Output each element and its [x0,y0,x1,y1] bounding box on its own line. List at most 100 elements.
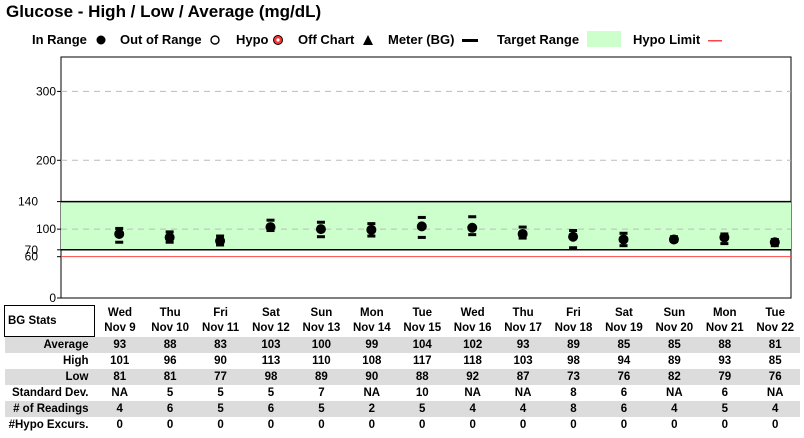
average-point [215,235,226,246]
day-date: Nov 11 [202,322,240,334]
table-cell: 5 [166,387,174,399]
table-cell: NA [464,387,481,399]
table-cell: 4 [94,401,145,417]
table-cell: 90 [214,355,227,367]
table-cell: 5 [296,401,347,417]
table-cell: 89 [548,336,599,353]
average-point [769,237,780,248]
low-reading-dash [720,242,729,246]
table-cell: 113 [261,355,281,367]
meter-dash-icon [462,39,478,42]
day-header: Sun Nov 20 [649,306,699,337]
table-cell: 102 [447,336,498,353]
day-name: Wed [107,307,132,319]
table-cell: 89 [296,369,347,385]
table-cell: 88 [397,369,448,385]
day-header: Thu Nov 10 [145,306,195,337]
table-row: Average 93 88 83 103 100 99 104 102 93 89 85 85 88 81 [4,336,801,353]
day-name: Sun [310,307,333,319]
table-cell: 5 [217,387,224,399]
legend-in-range-label: In Range [32,32,87,47]
high-reading-dash [115,226,124,230]
table-cell: 81 [749,336,801,353]
table-cell: 83 [195,336,246,353]
average-point [366,224,377,235]
day-name: Thu [512,307,534,319]
row-label: #Hypo Excurs. [8,419,89,431]
low-reading-dash [417,235,426,239]
table-cell: 110 [312,355,331,367]
row-label: # of Readings [4,401,95,417]
table-cell: 0 [469,419,476,431]
day-name: Fri [213,307,228,319]
table-cell: 104 [397,336,448,353]
legend-hypo-limit-label: Hypo Limit [633,32,701,47]
average-point [618,234,629,245]
table-cell: 0 [267,419,275,431]
table-cell: 0 [721,419,728,431]
table-cell: 76 [749,369,801,385]
legend-off-chart-label: Off Chart [298,32,355,47]
table-cell: 98 [567,355,580,367]
high-reading-dash [266,218,275,222]
y-tick-label: 140 [18,195,38,209]
table-cell: 5 [397,401,448,417]
table-cell: 103 [513,355,533,367]
low-reading-dash [619,244,628,248]
legend-meter-label: Meter (BG) [388,32,455,47]
day-date: Nov 19 [605,322,643,334]
average-point [517,228,528,239]
day-name: Mon [360,307,384,319]
row-label: High [62,355,89,367]
day-header: Wed Nov 16 [447,306,497,337]
open-circle-icon [210,35,220,45]
table-cell: 0 [671,419,678,431]
legend-target-range-label: Target Range [497,32,580,47]
day-name: Thu [159,307,181,319]
table-cell: 6 [598,401,650,417]
table-cell: 108 [362,355,382,367]
hypo-limit-line-icon [708,40,722,42]
table-cell: 76 [598,369,650,385]
table-cell: 77 [195,369,246,385]
day-date: Nov 9 [104,322,136,334]
table-cell: 117 [412,355,432,367]
table-cell: 2 [346,401,398,417]
day-header: Sat Nov 12 [246,306,296,337]
day-name: Sat [614,307,633,319]
legend-hypo-label: Hypo [236,32,269,47]
day-header: Fri Nov 18 [548,306,598,337]
table-row: High 101 96 90 113 110 108 117 118 103 98 94 89 93 85 [5,353,801,369]
average-point [719,232,730,243]
high-reading-dash [165,230,174,234]
table-cell: 85 [768,355,782,367]
day-header: Mon Nov 21 [700,306,750,337]
table-cell: 4 [447,401,498,417]
hypo-circle-icon [273,35,283,45]
table-cell: 88 [699,336,750,353]
table-cell: 87 [497,369,549,385]
table-cell: 4 [749,401,801,417]
day-header: Wed Nov 9 [95,306,145,337]
day-date: Nov 20 [655,322,694,334]
average-point [114,228,125,239]
table-cell: 92 [447,369,498,385]
table-cell: 0 [116,419,123,431]
table-cell: 100 [296,336,347,353]
day-header: Mon Nov 14 [347,306,397,337]
table-cell: 0 [166,419,174,431]
day-date: Nov 21 [705,322,744,334]
day-date: Nov 10 [151,322,189,334]
table-cell: 0 [570,419,577,431]
day-name: Sat [262,307,280,319]
average-point [265,222,276,233]
legend-out-of-range-label: Out of Range [120,32,202,47]
chart-title: Glucose - High / Low / Average (mg/dL) [6,2,322,21]
day-date: Nov 14 [352,322,391,334]
table-cell: 0 [620,419,628,431]
filled-circle-icon [96,35,106,45]
day-name: Tue [765,307,785,319]
average-point [568,231,579,242]
day-header: Thu Nov 17 [498,306,548,337]
